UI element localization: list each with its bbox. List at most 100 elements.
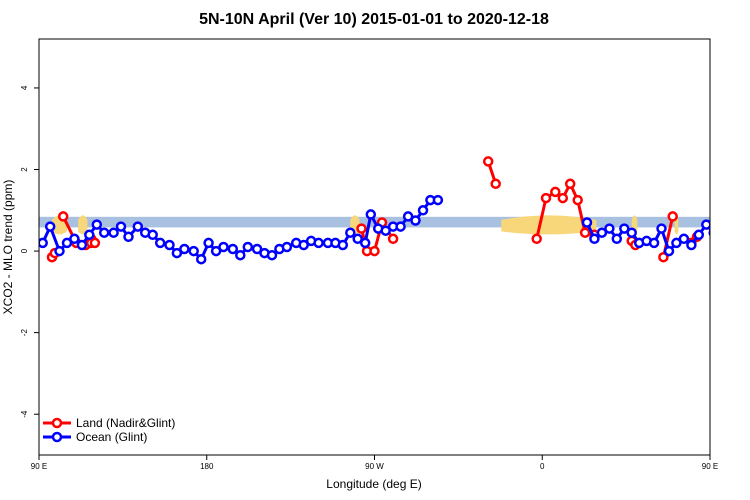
ocean-series-b-point: [619, 223, 630, 234]
y-tick-label: 4: [20, 85, 29, 90]
y-tick-label: 2: [20, 167, 29, 172]
ocean-series-b-point: [596, 227, 608, 238]
ocean-series-a-point: [54, 245, 65, 257]
land-series-seg4-point: [490, 178, 501, 190]
y-tick-label: -2: [20, 329, 29, 337]
land-series-seg1-point: [57, 211, 69, 222]
land-series-seg5-point: [531, 233, 542, 245]
ocean-series-b-point: [663, 245, 675, 257]
legend-marker: [51, 431, 63, 443]
chart-title: 5N-10N April (Ver 10) 2015-01-01 to 2020…: [199, 11, 549, 28]
land-series-seg5-point: [572, 194, 583, 206]
ocean-series-a-point: [352, 233, 363, 245]
ocean-series-a-point: [235, 249, 246, 261]
ocean-series-a-point: [91, 219, 103, 230]
land-series-seg7-point: [667, 211, 678, 222]
ocean-series-a-point: [313, 237, 324, 249]
x-axis: 90 E 180 90 W 0 90 E: [31, 455, 718, 471]
land-series-seg3-point: [387, 233, 399, 245]
ocean-series-a-point: [61, 237, 73, 249]
ocean-series-a-point: [44, 221, 56, 232]
ocean-series-b-point: [589, 233, 600, 245]
ocean-series-a-point: [171, 247, 183, 259]
ocean-series-a-point: [123, 231, 134, 243]
ocean-series-a-point: [108, 227, 119, 238]
ocean-series-a-point: [410, 215, 421, 226]
ocean-series-a-point: [154, 237, 166, 249]
ocean-series-a-point: [337, 239, 349, 251]
legend-label: Ocean (Glint): [76, 430, 147, 444]
ocean-series-a-point: [359, 237, 371, 249]
ocean-series-a-point: [218, 241, 229, 253]
ocean-series-a-point: [266, 249, 278, 261]
ocean-series-b-point: [604, 223, 615, 234]
ocean-series-a-point: [281, 241, 293, 253]
ocean-series-b-point: [648, 237, 660, 249]
ocean-series-a-point: [298, 239, 309, 251]
ocean-series-b-point: [708, 228, 710, 237]
x-tick-label: 180: [200, 462, 214, 471]
ocean-series-b-point: [678, 233, 690, 245]
ocean-series-a-point: [39, 237, 48, 249]
ocean-series-a-point: [76, 239, 88, 251]
ocean-series-a-point: [179, 243, 190, 255]
ocean-series-a-point: [188, 245, 199, 257]
x-axis-label: Longitude (deg E): [326, 477, 421, 491]
x-tick-label: 90 E: [702, 462, 718, 471]
ocean-series-b-point: [725, 225, 733, 233]
land-series-seg2-point: [89, 237, 101, 249]
ocean-series-b-point: [732, 233, 740, 241]
ocean-series-b-point: [626, 227, 637, 238]
ocean-series-b-point: [611, 233, 623, 245]
land-series-seg3-point: [369, 245, 380, 257]
ocean-series-a-point: [203, 237, 214, 249]
y-axis: -4 -2 0 2 4: [20, 85, 39, 418]
ocean-series-a-point: [242, 241, 254, 253]
land-series-seg5-point: [550, 186, 561, 198]
ocean-series-b-point: [581, 217, 593, 228]
x-tick-label: 90 W: [365, 462, 384, 471]
ocean-series-a-point: [251, 243, 263, 255]
ocean-series-b-point: [656, 223, 667, 234]
ocean-series-a-point: [195, 253, 207, 265]
y-tick-label: -4: [20, 410, 29, 418]
legend-label: Land (Nadir&Glint): [76, 416, 175, 430]
land-series-seg5-point: [579, 227, 591, 238]
y-axis-label: XCO2 - MLO trend (ppm): [1, 180, 15, 315]
ocean-series-a-point: [147, 229, 158, 241]
ocean-series-a-point: [98, 227, 110, 238]
ocean-series-a-point: [432, 194, 444, 206]
ocean-series-a-point: [227, 243, 239, 255]
ocean-series-b-point: [693, 229, 705, 241]
land-series-seg5-point: [540, 192, 552, 204]
ocean-series-b-point: [671, 237, 682, 249]
land-series-seg5-point: [557, 192, 569, 204]
legend-marker: [51, 417, 63, 429]
land-series-seg5-point: [564, 178, 576, 190]
ocean-series-a-point: [402, 211, 414, 222]
ocean-series-a-point: [365, 209, 377, 220]
ocean-series-a-point: [84, 229, 95, 241]
land-shading-3: [501, 215, 597, 235]
y-tick-label: 0: [20, 248, 29, 253]
ocean-series-b-point: [701, 219, 710, 230]
ocean-series-a-point: [380, 225, 391, 236]
plot-area: [39, 156, 748, 265]
ocean-series-a-point: [395, 221, 406, 232]
land-series-seg4-point: [482, 156, 494, 167]
x-tick-label: 90 E: [31, 462, 47, 471]
ocean-series-a-point: [210, 245, 222, 257]
ocean-series-b-point: [740, 223, 748, 231]
ocean-series-a-point: [417, 205, 429, 216]
land-shading-1: [78, 215, 88, 235]
ocean-series-a-point: [345, 227, 356, 238]
land-series-seg7-point: [658, 251, 669, 263]
ocean-series-a-point: [164, 239, 175, 251]
ocean-series-b-point: [717, 227, 725, 235]
ocean-series-b-point: [686, 239, 697, 251]
ocean-series-a-point: [115, 221, 127, 232]
ocean-series-a-point: [132, 221, 144, 232]
legend: Land (Nadir&Glint)Ocean (Glint): [43, 416, 175, 444]
land-series-seg3-point: [356, 223, 367, 234]
